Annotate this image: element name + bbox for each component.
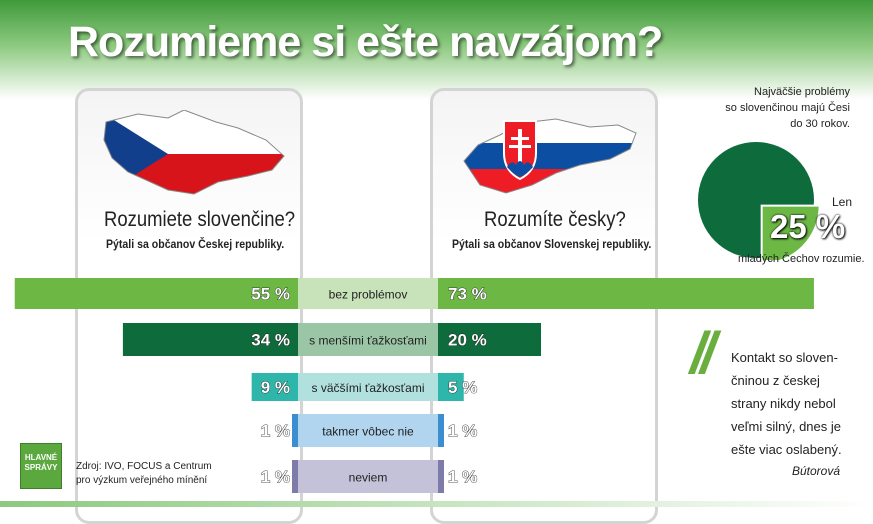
left-bar xyxy=(122,323,299,356)
left-value-label: 1 % xyxy=(261,468,290,487)
pie-note-line: Najväčšie problémy xyxy=(754,86,850,98)
left-bar xyxy=(292,460,298,493)
right-value-label: 1 % xyxy=(448,468,477,487)
category-label: takmer vôbec nie xyxy=(322,425,414,439)
left-bar xyxy=(251,373,298,401)
category-label: s väčšími ťažkosťami xyxy=(311,381,424,395)
right-bar xyxy=(438,323,541,356)
pie-chart xyxy=(698,142,821,260)
right-value-label: 1 % xyxy=(448,422,477,441)
bottom-stripe xyxy=(0,501,873,507)
pie-note: Najväčšie problémy so slovenčinou majú Č… xyxy=(660,84,850,132)
header-band xyxy=(0,0,873,100)
right-bar xyxy=(438,278,814,309)
left-bar xyxy=(14,278,298,309)
pie-caption: mladých Čechov rozumie. xyxy=(738,253,865,265)
category-band xyxy=(298,460,438,493)
category-label: s menšími ťažkosťami xyxy=(309,334,427,348)
right-bar xyxy=(438,460,444,493)
right-bar xyxy=(438,373,464,401)
category-label: bez problémov xyxy=(329,288,408,302)
category-band xyxy=(298,414,438,447)
source-note: Zdroj: IVO, FOCUS a Centrum pro výzkum v… xyxy=(76,460,212,488)
right-bar xyxy=(438,414,444,447)
left-value-label: 1 % xyxy=(261,422,290,441)
category-label: neviem xyxy=(349,471,388,485)
logo-line: SPRÁVY xyxy=(24,463,58,472)
pie-note-line: do 30 rokov. xyxy=(790,118,850,130)
hlavne-spravy-logo: HLAVNÉ SPRÁVY xyxy=(20,443,62,489)
category-band xyxy=(298,323,438,356)
pie-percent-label: 25 % xyxy=(770,208,846,245)
pie-note-line: so slovenčinou majú Česi xyxy=(725,102,850,114)
czech-map-icon xyxy=(103,110,285,195)
left-value-label: 9 % xyxy=(261,378,290,397)
right-question: Rozumíte česky? xyxy=(484,208,626,231)
pie-highlight-slice xyxy=(760,204,821,260)
page-title: Rozumieme si ešte navzájom? xyxy=(68,18,663,66)
category-band xyxy=(298,278,438,309)
source-line: pro výzkum veřejného mínění xyxy=(76,475,208,486)
right-value-label: 20 % xyxy=(448,331,487,350)
pie-len-label: Len xyxy=(832,195,853,209)
right-subtitle: Pýtali sa občanov Slovenskej republiky. xyxy=(452,237,652,251)
logo-line: HLAVNÉ xyxy=(24,453,58,462)
category-band xyxy=(298,373,438,401)
quote-author: Bútorová xyxy=(792,464,841,478)
slovak-map-icon xyxy=(463,118,637,194)
source-line: Zdroj: IVO, FOCUS a Centrum xyxy=(76,461,212,472)
left-value-label: 55 % xyxy=(251,285,290,304)
left-question: Rozumiete slovenčine? xyxy=(104,208,296,231)
quote-mark-icon: // xyxy=(690,321,716,386)
comparison-bar-chart: bez problémov 55 % 73 % s menšími ťažkosťam… xyxy=(14,278,814,493)
left-subtitle: Pýtali sa občanov Českej republiky. xyxy=(106,237,285,251)
right-value-label: 73 % xyxy=(448,285,487,304)
left-value-label: 34 % xyxy=(251,331,290,350)
quote-text: Kontakt so sloven-čninou z českej strany… xyxy=(731,350,842,457)
right-value-label: 5 % xyxy=(448,378,477,397)
left-bar xyxy=(292,414,298,447)
